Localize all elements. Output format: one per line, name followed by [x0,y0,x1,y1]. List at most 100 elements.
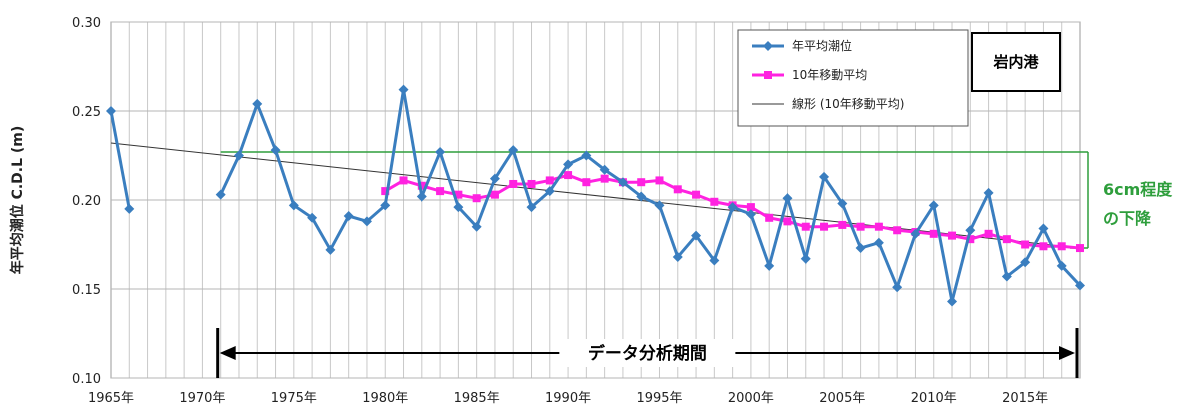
moving-average-point [417,181,426,190]
x-tick-label: 1990年 [545,391,591,406]
annual-tide-point [508,145,519,156]
moving-average-point [783,217,792,226]
annual-tide-point [892,282,903,293]
y-tick-label: 0.30 [72,16,101,31]
x-tick-label: 1970年 [179,391,225,406]
drop-text-line2: の下降 [1103,209,1152,228]
annual-tide-line [109,110,131,210]
moving-average-point [929,229,938,238]
x-tick-label: 2000年 [728,391,774,406]
annual-tide-point [288,200,299,211]
x-tick-label: 1985年 [454,391,500,406]
annual-tide-point [1038,223,1049,234]
x-tick-label: 1980年 [362,391,408,406]
annual-tide-point [819,171,830,182]
moving-average-point [801,222,810,231]
annual-tide-point [233,150,244,161]
annual-tide-point [215,189,226,200]
annual-tide-point [416,191,427,202]
moving-average-point [820,222,829,231]
annual-tide-point [782,193,793,204]
moving-average-point [655,176,664,185]
moving-average-point [1021,240,1030,249]
x-tick-label: 1995年 [636,391,682,406]
annual-tide-point [526,202,537,213]
period-label: データ分析期間 [588,343,707,364]
annual-tide-point [910,228,921,239]
moving-average-point [564,171,573,180]
legend: 年平均潮位 10年移動平均 線形 (10年移動平均) [737,29,969,127]
annual-tide-point [1056,260,1067,271]
annual-tide-point [398,84,409,95]
annual-tide-point [1075,280,1085,291]
annual-tide-point [599,164,610,175]
annual-tide-point [252,98,263,109]
y-tick-label: 0.10 [72,372,101,387]
y-axis-label: 年平均潮位 C.D.L (m) [9,126,26,275]
annual-tide-point [563,159,574,170]
x-axis-ticks: 1965年 1970年 1975年 1980年 1985年 1990年 1995年 2000年… [88,391,1048,406]
annual-tide-point [380,200,391,211]
moving-average-point [1057,242,1066,251]
annual-tide-point [361,216,372,227]
y-tick-label: 0.20 [72,194,101,209]
annual-tide-point [489,173,500,184]
moving-average-point [966,235,975,244]
annual-tide-series [106,84,1085,307]
annual-tide-point [124,203,135,214]
annual-tide-point [435,146,446,157]
moving-average-point [1039,242,1048,251]
annual-tide-point [928,200,939,211]
annual-tide-point [983,187,994,198]
station-box [971,32,1061,92]
moving-average-point [984,229,993,238]
period-arrow-right-head [1059,346,1075,360]
period-label-bg [559,339,736,367]
station-label: 岩内港 [971,32,1061,92]
annual-tide-point [343,211,354,222]
annual-tide-point [855,243,866,254]
annual-tide-point [636,191,647,202]
annual-tide-point [654,200,665,211]
x-tick-label: 2005年 [819,391,865,406]
moving-average-point [874,222,883,231]
moving-average-point [454,190,463,199]
annual-tide-point [800,253,811,264]
annual-tide-point [544,186,555,197]
annual-tide-point [106,106,116,116]
annual-tide-point [581,150,592,161]
annual-tide-point [709,255,720,266]
moving-average-point [1076,244,1084,253]
legend-ma-marker [764,71,772,79]
annual-tide-point [691,230,702,241]
annual-tide-point [873,237,884,248]
y-axis-ticks: 0.10 0.15 0.20 0.25 0.30 [72,16,101,387]
moving-average-point [600,174,609,183]
moving-average-point [582,178,591,187]
x-tick-label: 2015年 [1002,391,1048,406]
annual-tide-point [965,225,976,236]
moving-average-point [1002,235,1011,244]
annual-tide-point [617,177,628,188]
legend-annual-marker [763,41,773,51]
moving-average-point [545,176,554,185]
x-tick-label: 1975年 [271,391,317,406]
moving-average-point [838,220,847,229]
annual-tide-point [672,251,683,262]
legend-ma-label: 10年移動平均 [792,68,867,82]
annual-tide-point [270,145,281,156]
annual-tide-point [1020,257,1031,268]
moving-average-point [856,222,865,231]
moving-average-point [637,178,646,187]
moving-average-point [765,213,774,222]
moving-average-point [710,197,719,206]
annual-tide-point [745,209,756,220]
annual-tide-point [947,296,958,307]
moving-average-point [490,190,499,199]
annual-tide-point [1001,271,1012,282]
moving-average-point [893,226,902,235]
annual-tide-point [727,202,738,213]
moving-average-point [746,203,755,212]
legend-annual-label: 年平均潮位 [792,38,852,53]
